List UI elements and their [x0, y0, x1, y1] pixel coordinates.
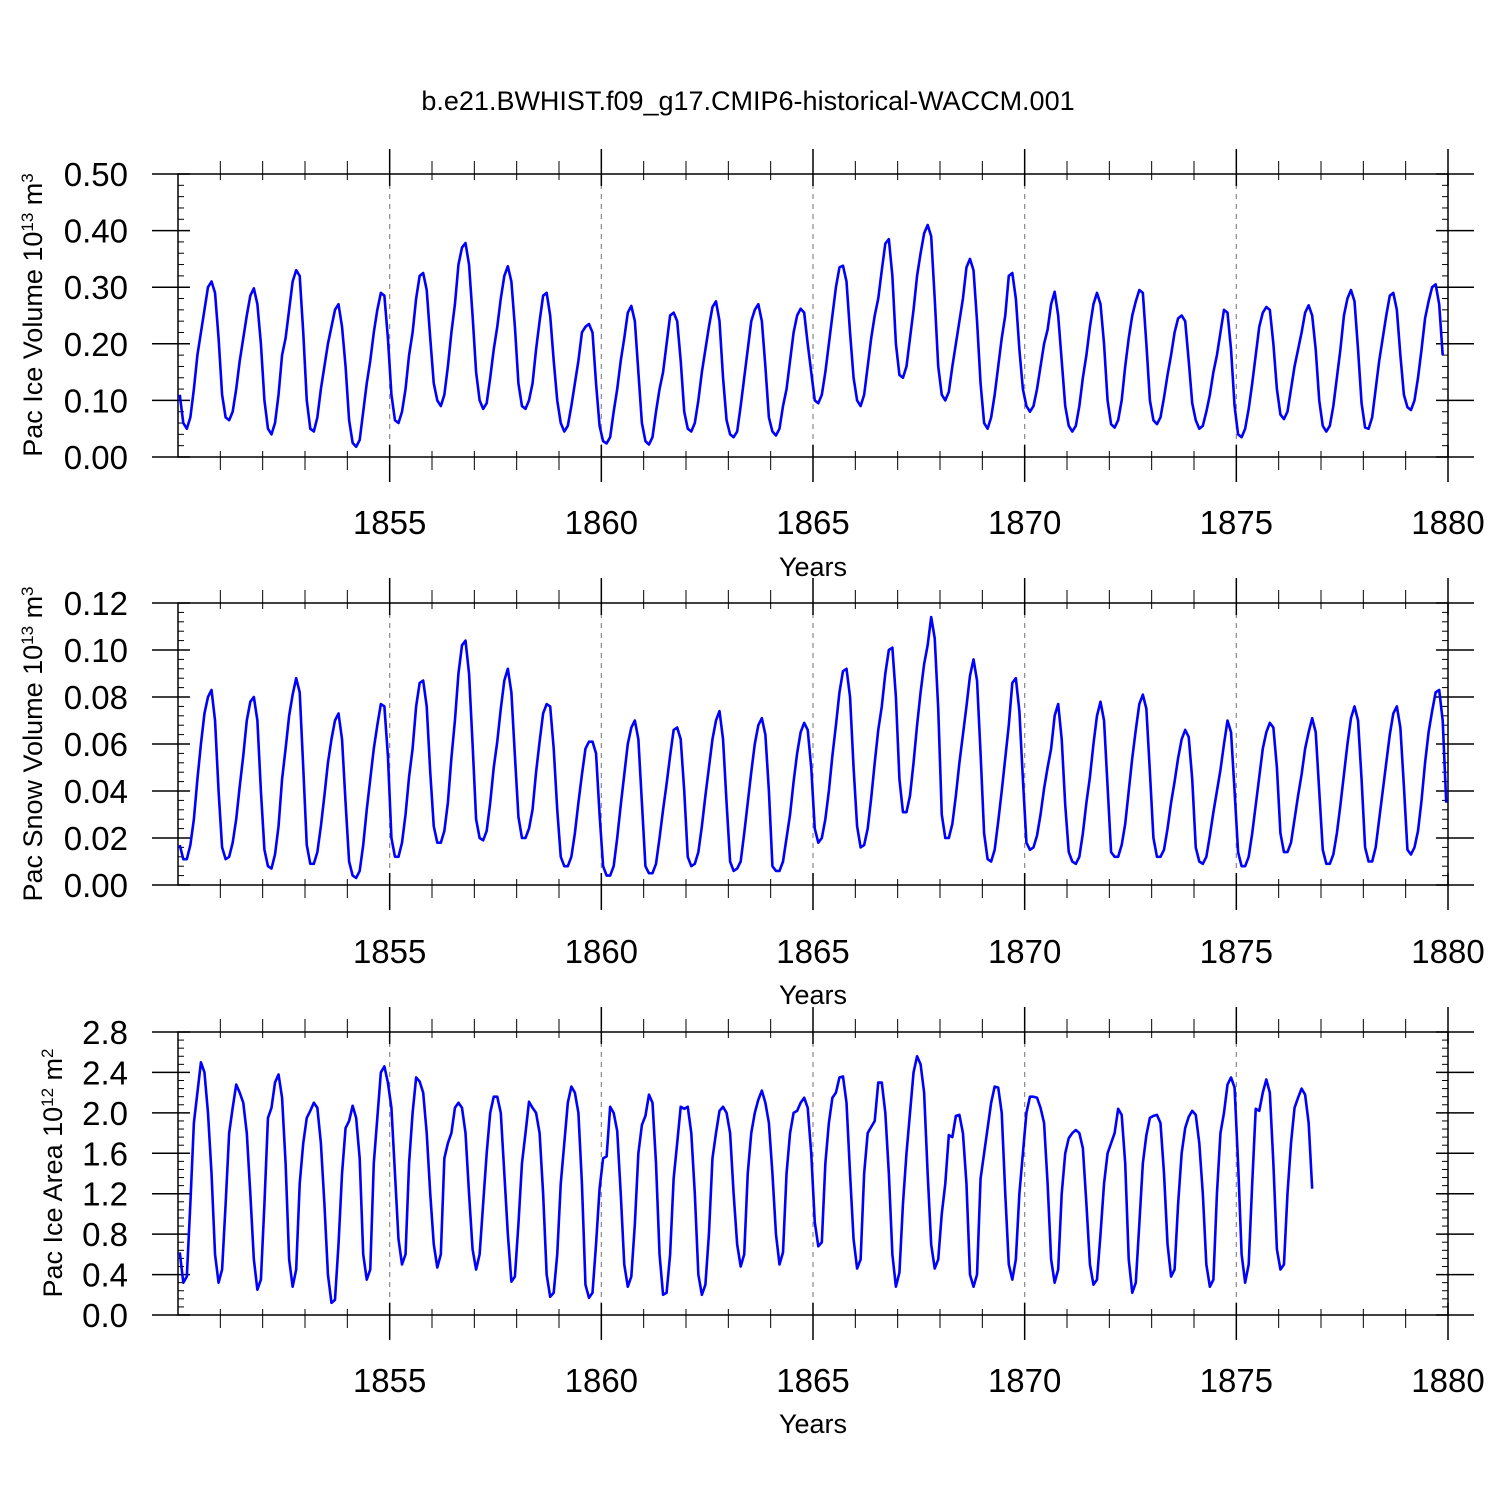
series-line [178, 1054, 1314, 1305]
plot-frame [177, 173, 1449, 458]
x-tick-label: 1860 [565, 933, 638, 970]
y-tick-label: 0.00 [64, 867, 128, 904]
x-tick-label: 1860 [565, 504, 638, 541]
y-axis-label: Pac Ice Volume 1013 m3 [18, 173, 49, 457]
x-tick-label: 1855 [353, 504, 426, 541]
y-tick-label: 0.06 [64, 726, 128, 763]
y-tick-label: 0.50 [64, 156, 128, 193]
y-tick-label: 0.02 [64, 820, 128, 857]
x-tick-label: 1865 [776, 933, 849, 970]
y-tick-label: 0.4 [82, 1257, 128, 1294]
y-axis-label-part: m [18, 183, 48, 213]
y-tick-label: 2.4 [82, 1054, 128, 1091]
chart-panel-2: 0.00 0.02 0.04 0.06 0.08 0.10 0.12 1855 1860 1865… [18, 578, 1485, 1010]
y-axis-label: Pac Snow Volume 1013 m3 [18, 586, 49, 901]
y-tick-label: 0.40 [64, 213, 128, 250]
x-tick-label: 1875 [1200, 1362, 1273, 1399]
y-axis-label-superscript: 3 [18, 586, 37, 595]
y-tick-label: 2.0 [82, 1095, 128, 1132]
y-tick-label: 0.08 [64, 679, 128, 716]
chart-panel-1: 0.00 0.10 0.20 0.30 0.40 0.50 1855 1860 1865 1870… [18, 149, 1485, 582]
y-axis-label: Pac Ice Area 1012 m2 [38, 1048, 69, 1297]
x-tick-label: 1875 [1200, 933, 1273, 970]
y-axis-label-part: m [18, 596, 48, 626]
y-tick-label: 1.2 [82, 1176, 128, 1213]
y-tick-label: 0.10 [64, 382, 128, 419]
figure-title: b.e21.BWHIST.f09_g17.CMIP6-historical-WA… [421, 86, 1074, 116]
x-tick-label: 1870 [988, 933, 1061, 970]
x-tick-label: 1880 [1411, 1362, 1484, 1399]
y-tick-label: 1.6 [82, 1135, 128, 1172]
x-tick-label: 1865 [776, 1362, 849, 1399]
y-tick-label: 2.8 [82, 1014, 128, 1051]
x-tick-label: 1855 [353, 933, 426, 970]
y-tick-label: 0.00 [64, 439, 128, 476]
y-axis-label-superscript: 13 [18, 626, 37, 645]
y-axis-label-superscript: 13 [18, 213, 37, 232]
series-line [178, 615, 1448, 880]
x-tick-label: 1880 [1411, 504, 1484, 541]
y-axis-label-part: m [38, 1058, 68, 1088]
x-axis-label: Years [779, 980, 847, 1010]
y-tick-label: 0.10 [64, 632, 128, 669]
plot-frame [177, 1031, 1449, 1316]
x-tick-label: 1870 [988, 1362, 1061, 1399]
y-tick-label: 0.20 [64, 326, 128, 363]
y-tick-label: 0.0 [82, 1297, 128, 1334]
panels: 0.00 0.10 0.20 0.30 0.40 0.50 1855 1860 1865 1870… [18, 149, 1485, 1439]
x-axis-label: Years [779, 1409, 847, 1439]
x-axis-label: Years [779, 552, 847, 582]
series-line [178, 223, 1444, 449]
y-tick-label: 0.12 [64, 585, 128, 622]
x-tick-label: 1855 [353, 1362, 426, 1399]
x-tick-label: 1865 [776, 504, 849, 541]
x-tick-label: 1860 [565, 1362, 638, 1399]
y-tick-label: 0.30 [64, 269, 128, 306]
chart-panel-3: 0.00.4 0.81.2 1.62.0 2.42.8 1855 1860 1865 1870… [38, 1007, 1485, 1439]
x-tick-label: 1880 [1411, 933, 1484, 970]
x-tick-label: 1870 [988, 504, 1061, 541]
x-tick-label: 1875 [1200, 504, 1273, 541]
y-axis-label-part: Pac Snow Volume 10 [18, 645, 48, 902]
plot-frame [177, 602, 1449, 886]
y-axis-label-superscript: 12 [38, 1088, 57, 1107]
y-tick-label: 0.8 [82, 1216, 128, 1253]
y-axis-label-superscript: 3 [18, 173, 37, 182]
y-axis-label-superscript: 2 [38, 1048, 57, 1057]
y-tick-label: 0.04 [64, 773, 128, 810]
y-axis-label-part: Pac Ice Volume 10 [18, 232, 48, 457]
y-axis-label-part: Pac Ice Area 10 [38, 1107, 68, 1298]
